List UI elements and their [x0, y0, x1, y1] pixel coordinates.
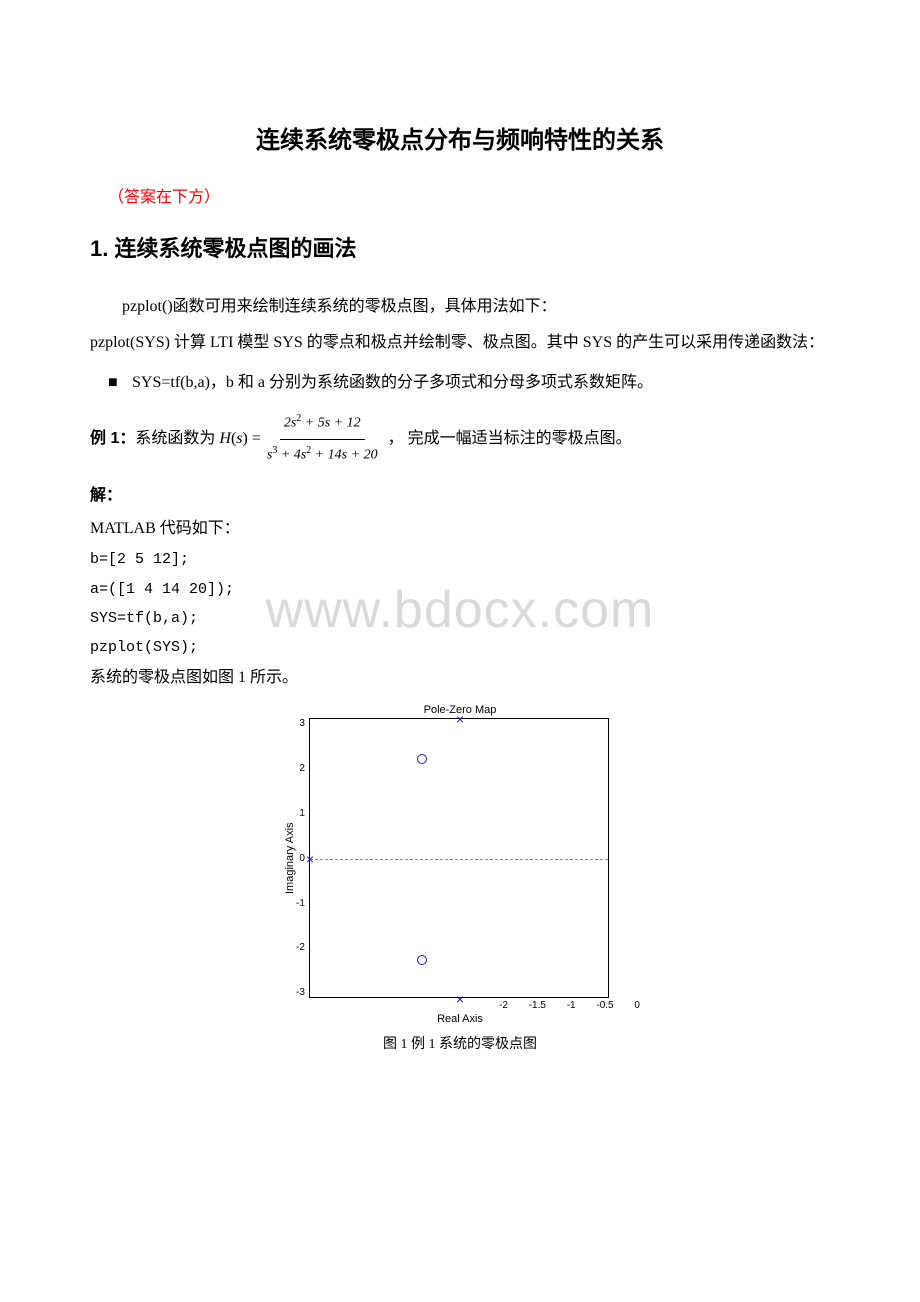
section-1-p1: pzplot()函数可用来绘制连续系统的零极点图，具体用法如下：	[90, 291, 830, 323]
xtick: -0.5	[596, 1000, 613, 1011]
spacer	[280, 998, 499, 1011]
document-content: 连续系统零极点分布与频响特性的关系 （答案在下方） 1. 连续系统零极点图的画法…	[90, 120, 830, 1053]
zero-marker	[417, 754, 427, 764]
example-1-suffix: ， 完成一幅适当标注的零极点图。	[388, 423, 632, 455]
zero-marker	[417, 955, 427, 965]
example-1-line: 例 1： 系统函数为 H(s) = 2s2 + 5s + 12 s3 + 4s2…	[90, 409, 830, 469]
solution-result: 系统的零极点图如图 1 所示。	[90, 662, 830, 694]
formula-denominator: s3 + 4s2 + 14s + 20	[263, 440, 382, 470]
xtick: 0	[634, 1000, 640, 1011]
solution-intro: MATLAB 代码如下：	[90, 513, 830, 545]
chart-area: Imaginary Axis 3 2 1 0 -1 -2 -3 ×××	[280, 718, 640, 998]
chart-xticks: -2 -1.5 -1 -0.5 0	[499, 998, 640, 1011]
figure-caption: 图 1 例 1 系统的零极点图	[280, 1033, 640, 1053]
ytick: 2	[296, 763, 305, 774]
chart-zero-line	[310, 859, 608, 860]
chart-xlabel: Real Axis	[280, 1013, 640, 1025]
bullet-item: ■ SYS=tf(b,a)，b 和 a 分别为系统函数的分子多项式和分母多项式系数…	[108, 367, 830, 399]
example-1-label: 例 1：	[90, 423, 135, 455]
formula-fraction: 2s2 + 5s + 12 s3 + 4s2 + 14s + 20	[263, 409, 382, 469]
pole-marker: ×	[304, 853, 316, 865]
ytick: 1	[296, 808, 305, 819]
formula-numerator: 2s2 + 5s + 12	[280, 409, 365, 440]
solution-label: 解：	[90, 481, 830, 505]
ytick: -1	[296, 898, 305, 909]
ytick: 3	[296, 718, 305, 729]
pole-marker: ×	[454, 713, 466, 725]
code-line-4: pzplot(SYS);	[90, 633, 830, 662]
example-1-prefix: 系统函数为	[135, 423, 215, 455]
transfer-function-formula: H(s) = 2s2 + 5s + 12 s3 + 4s2 + 14s + 20	[219, 409, 383, 469]
ytick: -3	[296, 987, 305, 998]
code-line-1: b=[2 5 12];	[90, 545, 830, 574]
ytick: -2	[296, 942, 305, 953]
page-title: 连续系统零极点分布与频响特性的关系	[90, 120, 830, 155]
bullet-text: SYS=tf(b,a)，b 和 a 分别为系统函数的分子多项式和分母多项式系数矩…	[132, 374, 653, 391]
bullet-square-icon: ■	[108, 367, 122, 399]
xtick: -1	[567, 1000, 576, 1011]
xtick: -1.5	[529, 1000, 546, 1011]
section-1-heading: 1. 连续系统零极点图的画法	[90, 231, 830, 263]
formula-Hs: H(s) =	[219, 423, 260, 455]
chart-ylabel: Imaginary Axis	[280, 718, 296, 998]
section-1-p2: pzplot(SYS) 计算 LTI 模型 SYS 的零点和极点并绘制零、极点图…	[90, 327, 830, 359]
answer-note: （答案在下方）	[108, 183, 830, 207]
xtick: -2	[499, 1000, 508, 1011]
pole-zero-chart: Pole-Zero Map Imaginary Axis 3 2 1 0 -1 …	[280, 704, 640, 1053]
code-line-3: SYS=tf(b,a);	[90, 604, 830, 633]
code-line-2: a=([1 4 14 20]);	[90, 575, 830, 604]
chart-plot-area: ×××	[309, 718, 609, 998]
pole-marker: ×	[454, 993, 466, 1005]
